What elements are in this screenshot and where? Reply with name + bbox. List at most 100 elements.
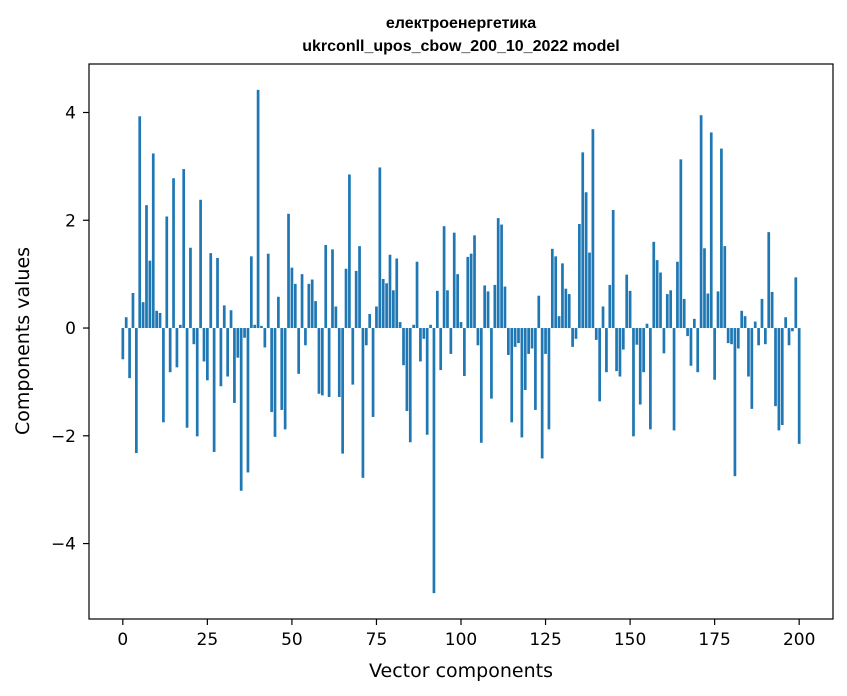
bar — [517, 328, 520, 344]
bar — [293, 283, 297, 329]
plot-frame — [88, 63, 834, 620]
bar — [564, 288, 568, 329]
bar — [182, 169, 186, 329]
y-axis-label: Components values — [12, 247, 34, 435]
bar — [523, 328, 527, 390]
bar — [557, 316, 561, 329]
bar — [473, 235, 476, 329]
bar — [212, 328, 216, 452]
bar — [131, 293, 135, 329]
y-tick-label: 2 — [65, 211, 76, 231]
bar — [503, 286, 507, 329]
bar — [544, 328, 547, 354]
bar — [175, 328, 179, 368]
bar — [764, 328, 767, 345]
bar — [476, 328, 480, 346]
bar — [341, 328, 344, 454]
bar — [317, 328, 321, 394]
bar — [199, 199, 202, 329]
bar — [513, 328, 517, 347]
bar — [723, 246, 727, 329]
bar — [594, 328, 598, 340]
y-axis-ticks: −4 −2 0 2 4 — [51, 103, 89, 555]
bar — [253, 324, 257, 329]
bar — [128, 328, 131, 379]
bar — [659, 272, 662, 329]
bar — [699, 115, 703, 329]
bar — [510, 328, 514, 423]
bar — [429, 324, 432, 329]
bar — [463, 328, 466, 376]
bar — [314, 301, 317, 329]
bar — [368, 314, 372, 329]
bar — [334, 306, 338, 329]
bar — [439, 328, 443, 371]
bar — [598, 328, 602, 402]
bar — [652, 241, 656, 329]
x-tick-label: 75 — [366, 630, 388, 650]
bar — [236, 328, 240, 358]
bar — [395, 258, 399, 329]
bar — [561, 263, 564, 329]
bar — [192, 328, 196, 345]
bar — [747, 328, 750, 377]
bar — [720, 148, 723, 329]
bar — [239, 328, 243, 491]
y-tick-label: −2 — [51, 427, 76, 447]
bar — [310, 279, 314, 329]
bar — [138, 116, 142, 329]
bar — [260, 325, 263, 329]
bar — [422, 328, 426, 339]
bar — [419, 328, 422, 362]
bar — [446, 290, 449, 329]
bar — [733, 328, 737, 477]
bar — [479, 328, 483, 443]
bar — [588, 252, 591, 329]
bar — [469, 253, 473, 329]
bar — [412, 324, 416, 329]
bar — [151, 153, 155, 329]
bar — [361, 328, 365, 478]
bar — [770, 291, 774, 329]
bar — [547, 328, 551, 430]
bar — [189, 247, 192, 329]
bar — [158, 312, 162, 329]
bar — [530, 328, 534, 349]
bar — [662, 328, 666, 354]
bar — [767, 232, 771, 329]
bar — [608, 284, 612, 329]
bar — [682, 298, 686, 329]
bar — [632, 328, 635, 437]
bar — [165, 216, 169, 329]
bar — [493, 284, 497, 329]
bar — [172, 178, 175, 329]
bar — [300, 274, 304, 329]
bar — [124, 317, 128, 329]
bar — [625, 274, 629, 329]
bar — [578, 224, 581, 329]
bar — [331, 249, 334, 329]
bar — [726, 328, 730, 344]
bar — [435, 290, 439, 329]
bar — [392, 290, 395, 329]
x-tick-label: 0 — [117, 630, 128, 650]
bar — [743, 316, 747, 329]
bar — [554, 256, 558, 329]
bar — [780, 328, 784, 426]
bar — [304, 328, 307, 346]
bar — [753, 321, 757, 329]
bar — [168, 328, 172, 373]
bar — [283, 328, 287, 430]
bar — [297, 328, 301, 374]
bar — [716, 291, 720, 329]
bar — [456, 274, 459, 329]
bar — [496, 218, 500, 329]
bar — [628, 290, 632, 329]
bar — [601, 306, 605, 329]
bar — [375, 306, 378, 329]
bar — [777, 328, 781, 431]
bar — [405, 328, 409, 412]
bar — [226, 328, 230, 377]
bar — [277, 296, 280, 329]
